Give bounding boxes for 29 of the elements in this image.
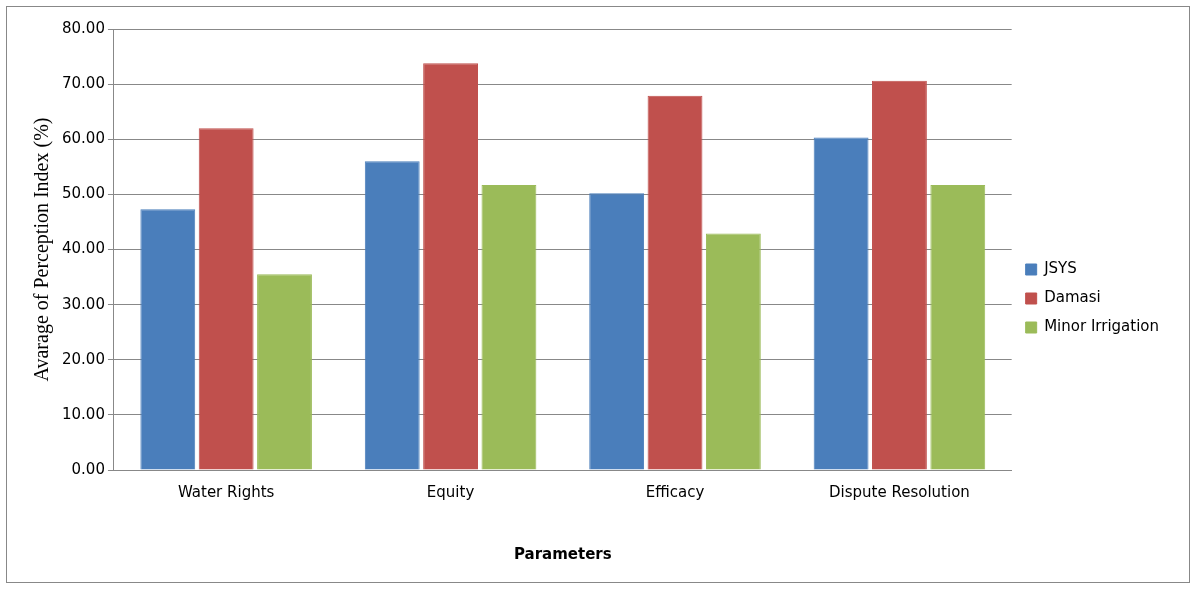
legend-label: Damasi — [1044, 288, 1101, 307]
y-tick-label: 0.00 — [71, 459, 105, 478]
bar — [257, 274, 312, 470]
bar — [198, 128, 254, 470]
bar — [589, 193, 645, 470]
y-axis-title: Avarage of Perception Index (%) — [30, 117, 54, 382]
x-tick-label: Water Rights — [177, 482, 275, 501]
bar — [930, 185, 986, 470]
y-tick-label: 40.00 — [61, 239, 105, 258]
y-tick-label: 30.00 — [61, 294, 105, 313]
bar — [481, 185, 537, 470]
bar — [647, 95, 703, 470]
y-tick-label: 70.00 — [61, 74, 105, 93]
bar — [364, 161, 420, 470]
bar — [140, 209, 196, 470]
bar — [813, 137, 869, 470]
legend-label: JSYS — [1043, 259, 1077, 278]
y-tick-label: 20.00 — [61, 349, 105, 368]
y-tick-label: 80.00 — [61, 18, 105, 37]
bar — [872, 80, 927, 470]
bar — [705, 233, 761, 470]
y-tick-label: 10.00 — [61, 404, 105, 423]
y-tick-label: 50.00 — [61, 184, 105, 203]
x-tick-label: Dispute Resolution — [829, 482, 970, 501]
x-tick-label: Efficacy — [645, 482, 705, 501]
y-tick-label: 60.00 — [61, 129, 105, 148]
x-tick-label: Equity — [426, 482, 475, 501]
x-axis-title: Parameters — [513, 544, 612, 563]
legend-label: Minor Irrigation — [1044, 317, 1160, 336]
